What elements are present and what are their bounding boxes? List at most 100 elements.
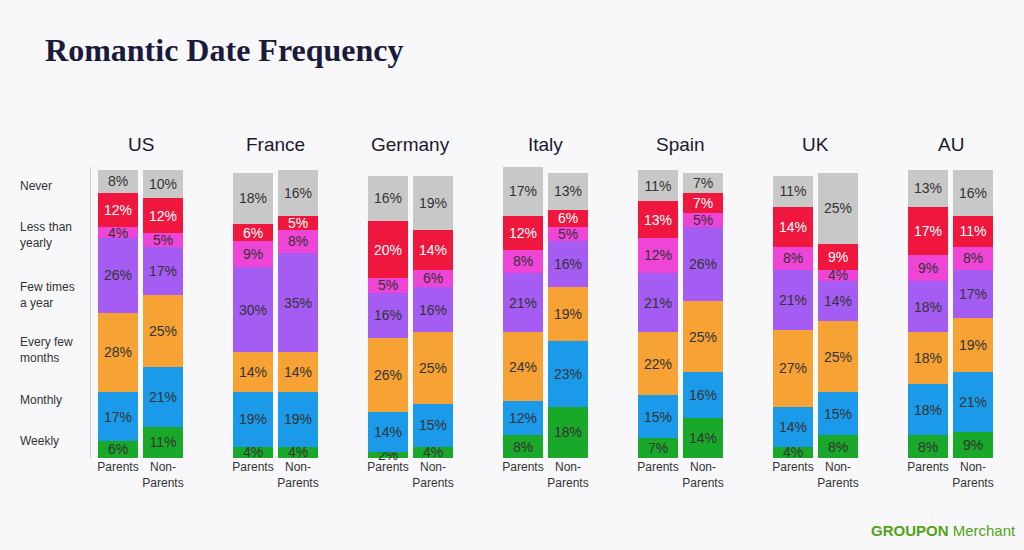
- svg-text:4%: 4%: [243, 444, 263, 460]
- svg-text:14%: 14%: [284, 364, 312, 380]
- svg-text:8%: 8%: [513, 253, 533, 269]
- svg-text:7%: 7%: [693, 175, 713, 191]
- svg-text:11%: 11%: [150, 434, 177, 450]
- svg-text:25%: 25%: [419, 360, 447, 376]
- svg-text:5%: 5%: [558, 226, 578, 242]
- svg-text:2%: 2%: [378, 447, 398, 463]
- svg-text:Non-Parents: Non-Parents: [142, 460, 183, 490]
- svg-text:17%: 17%: [959, 286, 987, 302]
- svg-text:18%: 18%: [554, 424, 582, 440]
- svg-text:6%: 6%: [243, 225, 263, 241]
- svg-text:11%: 11%: [780, 183, 807, 199]
- svg-text:21%: 21%: [779, 292, 807, 308]
- svg-text:15%: 15%: [824, 406, 852, 422]
- svg-text:16%: 16%: [689, 387, 717, 403]
- svg-text:8%: 8%: [963, 250, 983, 266]
- svg-text:19%: 19%: [959, 337, 987, 353]
- svg-text:Parents: Parents: [637, 460, 678, 474]
- svg-text:Non-Parents: Non-Parents: [952, 460, 993, 490]
- svg-text:7%: 7%: [648, 440, 668, 456]
- svg-text:4%: 4%: [423, 444, 443, 460]
- svg-text:Non-Parents: Non-Parents: [412, 460, 453, 490]
- svg-text:7%: 7%: [693, 195, 713, 211]
- svg-text:25%: 25%: [824, 200, 852, 216]
- svg-text:30%: 30%: [239, 302, 267, 318]
- svg-text:8%: 8%: [918, 439, 938, 455]
- svg-text:21%: 21%: [959, 394, 987, 410]
- svg-text:18%: 18%: [914, 402, 942, 418]
- svg-text:Romantic Date Frequency: Romantic Date Frequency: [45, 32, 403, 68]
- svg-text:25%: 25%: [824, 349, 852, 365]
- svg-text:14%: 14%: [374, 424, 402, 440]
- svg-text:14%: 14%: [824, 293, 852, 309]
- svg-text:25%: 25%: [689, 329, 717, 345]
- svg-text:Parents: Parents: [97, 460, 138, 474]
- svg-text:13%: 13%: [554, 183, 582, 199]
- svg-text:21%: 21%: [509, 295, 537, 311]
- svg-text:8%: 8%: [513, 439, 533, 455]
- svg-text:14%: 14%: [419, 242, 447, 258]
- svg-text:Parents: Parents: [232, 460, 273, 474]
- svg-text:Never: Never: [20, 179, 52, 193]
- svg-text:9%: 9%: [243, 246, 263, 262]
- svg-text:5%: 5%: [153, 232, 173, 248]
- svg-text:5%: 5%: [288, 215, 308, 231]
- svg-text:16%: 16%: [374, 190, 402, 206]
- svg-text:Non-Parents: Non-Parents: [817, 460, 858, 490]
- svg-text:19%: 19%: [554, 306, 582, 322]
- svg-text:6%: 6%: [558, 210, 578, 226]
- svg-text:US: US: [128, 134, 154, 155]
- svg-text:Weekly: Weekly: [20, 434, 59, 448]
- svg-text:Germany: Germany: [371, 134, 450, 155]
- svg-text:18%: 18%: [914, 350, 942, 366]
- svg-text:12%: 12%: [644, 247, 672, 263]
- svg-text:23%: 23%: [554, 366, 582, 382]
- svg-text:France: France: [246, 134, 305, 155]
- svg-text:Non-Parents: Non-Parents: [277, 460, 318, 490]
- svg-text:16%: 16%: [284, 185, 312, 201]
- svg-text:28%: 28%: [104, 344, 132, 360]
- svg-text:14%: 14%: [239, 364, 267, 380]
- svg-text:Less thanyearly: Less thanyearly: [20, 220, 72, 250]
- svg-text:19%: 19%: [419, 195, 447, 211]
- svg-text:8%: 8%: [828, 439, 848, 455]
- svg-text:Every fewmonths: Every fewmonths: [20, 335, 73, 365]
- svg-text:10%: 10%: [149, 176, 177, 192]
- svg-text:UK: UK: [802, 134, 829, 155]
- svg-text:16%: 16%: [374, 307, 402, 323]
- svg-text:24%: 24%: [509, 359, 537, 375]
- svg-text:11%: 11%: [645, 178, 672, 194]
- svg-text:25%: 25%: [149, 323, 177, 339]
- svg-text:12%: 12%: [509, 225, 537, 241]
- svg-text:Spain: Spain: [656, 134, 705, 155]
- svg-text:17%: 17%: [149, 263, 177, 279]
- svg-text:Non-Parents: Non-Parents: [547, 460, 588, 490]
- svg-text:26%: 26%: [689, 256, 717, 272]
- svg-text:18%: 18%: [239, 190, 267, 206]
- svg-text:8%: 8%: [108, 173, 128, 189]
- svg-text:9%: 9%: [918, 260, 938, 276]
- svg-text:12%: 12%: [104, 202, 132, 218]
- svg-text:GROUPON Merchant: GROUPON Merchant: [871, 522, 1016, 539]
- svg-text:35%: 35%: [284, 295, 312, 311]
- svg-text:Monthly: Monthly: [20, 393, 62, 407]
- svg-text:15%: 15%: [419, 417, 447, 433]
- svg-text:19%: 19%: [284, 411, 312, 427]
- svg-text:Parents: Parents: [907, 460, 948, 474]
- svg-text:12%: 12%: [149, 208, 177, 224]
- svg-text:9%: 9%: [828, 249, 848, 265]
- svg-text:6%: 6%: [108, 441, 128, 457]
- svg-text:4%: 4%: [783, 444, 803, 460]
- svg-text:Non-Parents: Non-Parents: [682, 460, 723, 490]
- svg-text:26%: 26%: [374, 367, 402, 383]
- svg-text:Parents: Parents: [502, 460, 543, 474]
- svg-text:16%: 16%: [959, 185, 987, 201]
- svg-text:15%: 15%: [644, 409, 672, 425]
- svg-text:Few timesa year: Few timesa year: [20, 280, 75, 310]
- svg-text:4%: 4%: [288, 444, 308, 460]
- svg-text:14%: 14%: [779, 419, 807, 435]
- svg-text:17%: 17%: [914, 223, 942, 239]
- svg-text:19%: 19%: [239, 411, 267, 427]
- svg-text:AU: AU: [938, 134, 964, 155]
- svg-text:5%: 5%: [693, 212, 713, 228]
